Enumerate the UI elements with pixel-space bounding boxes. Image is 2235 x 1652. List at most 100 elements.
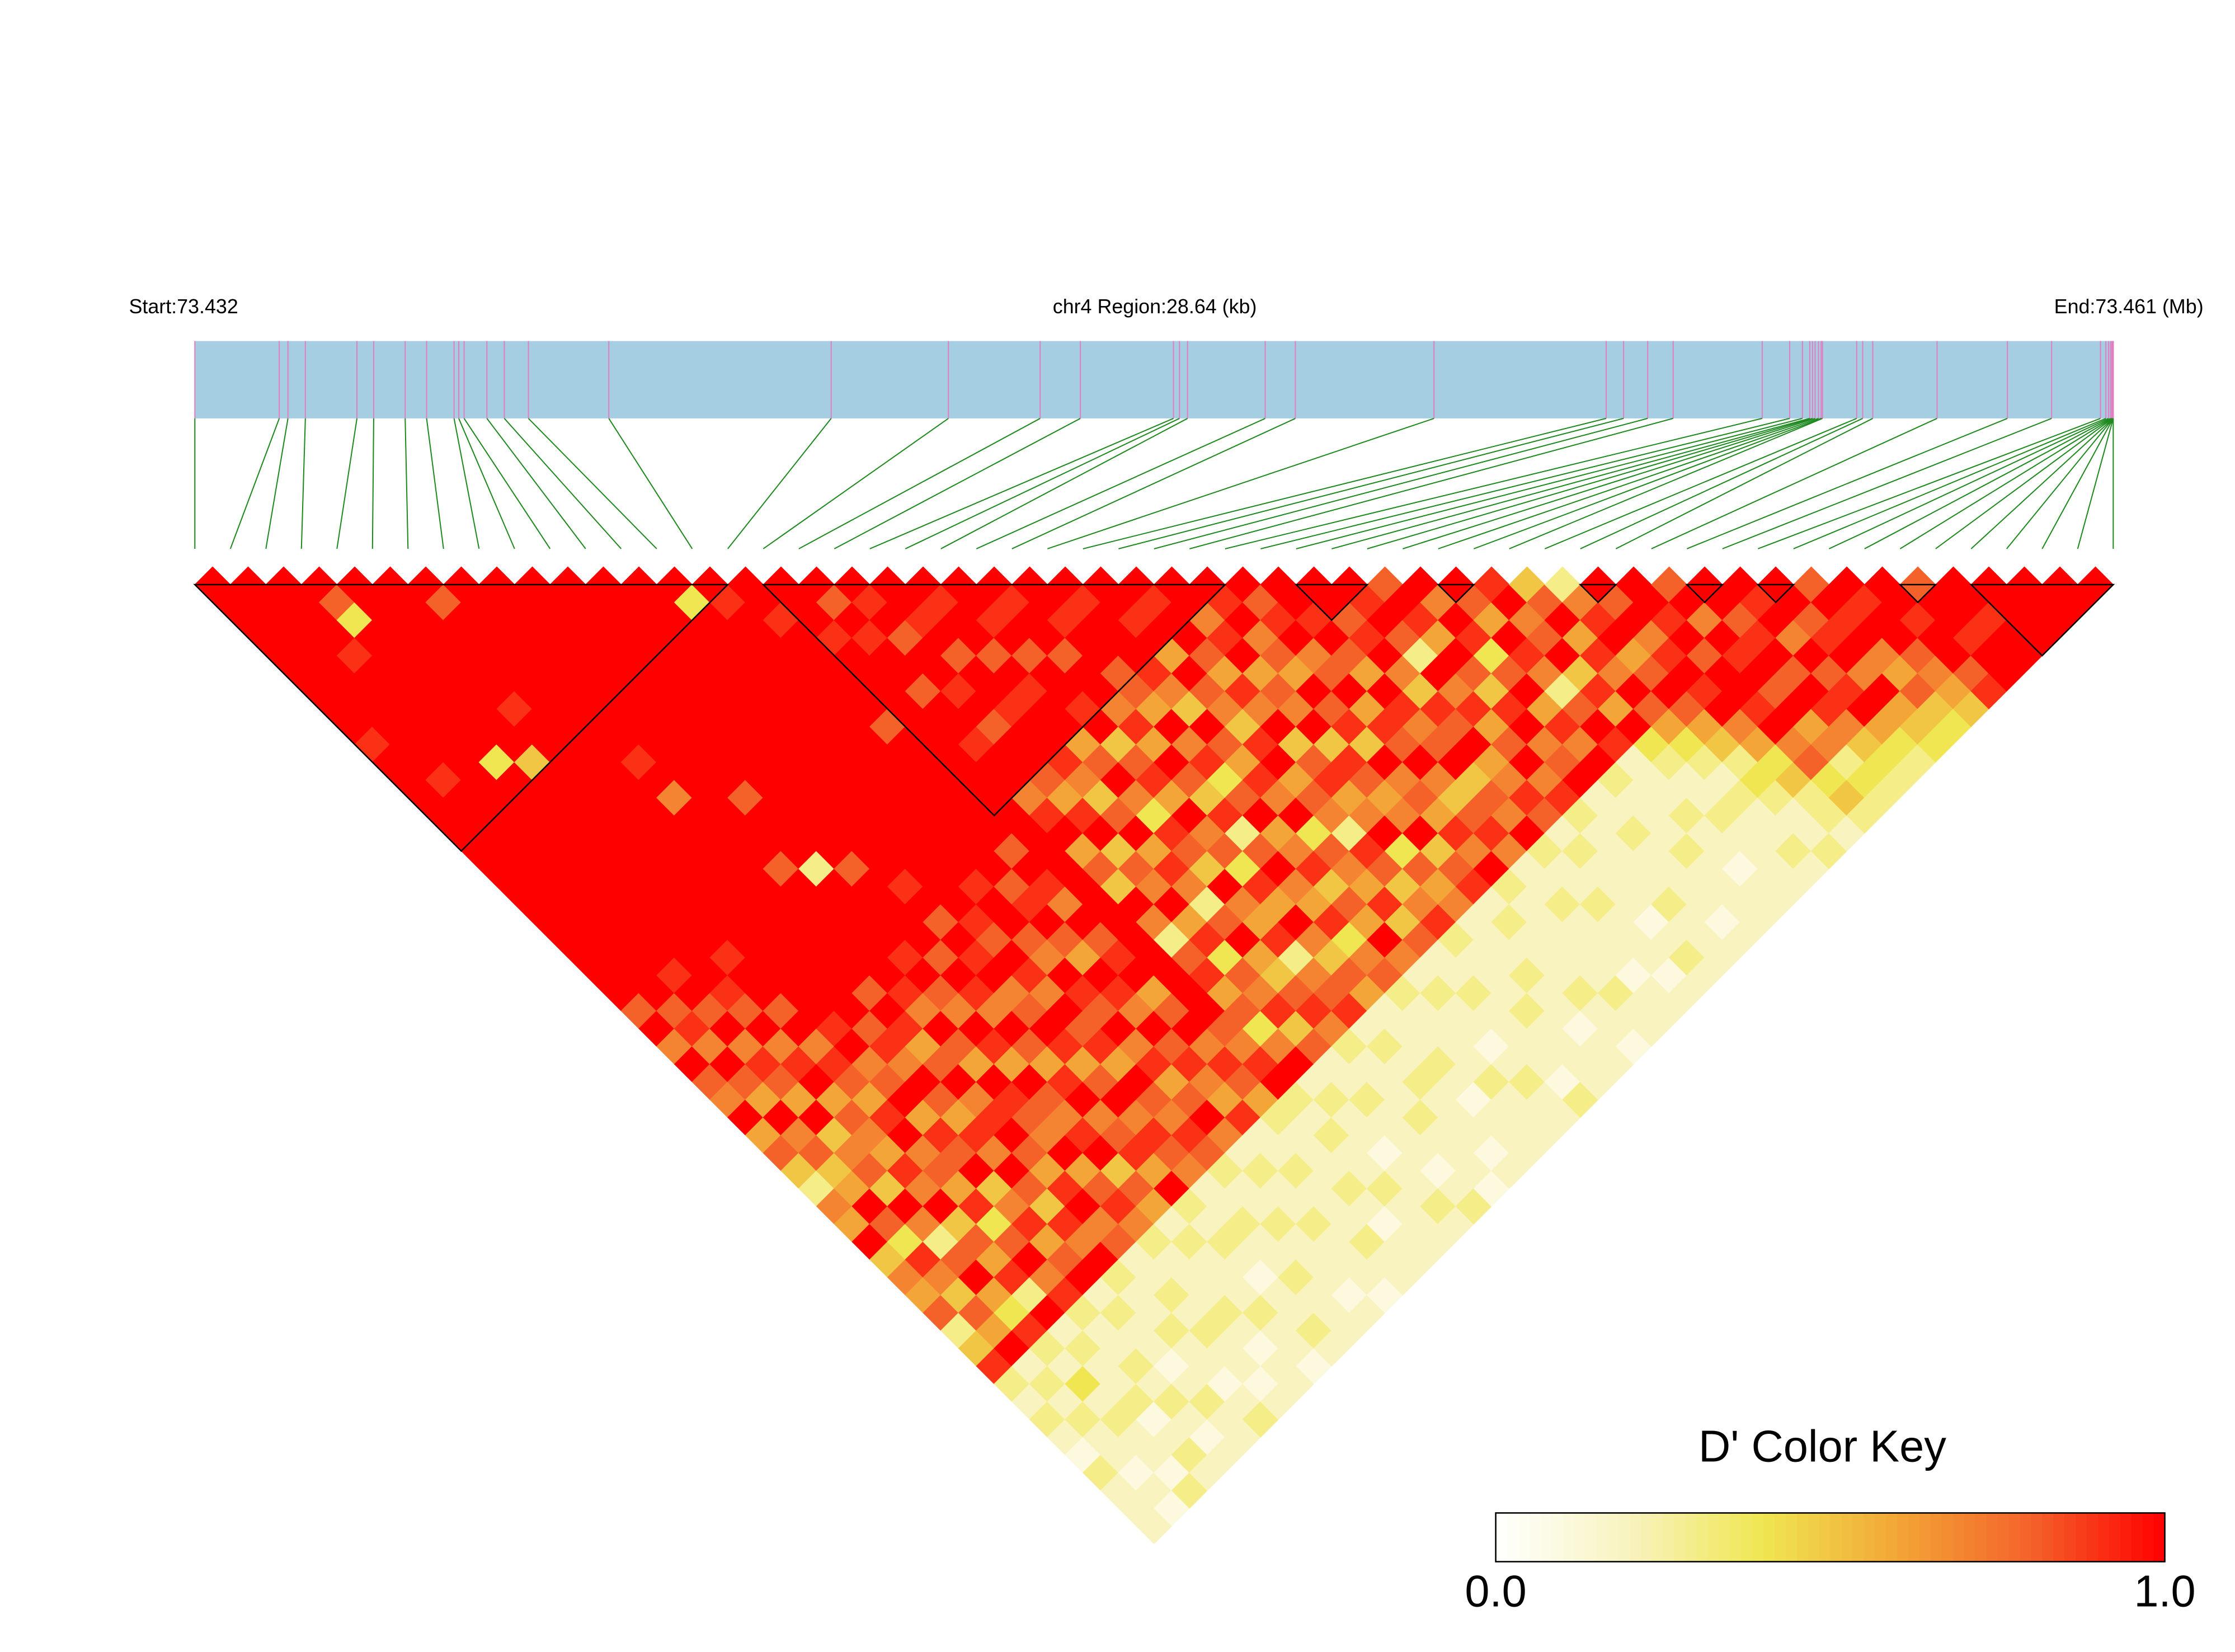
snp-connector <box>1225 417 1763 549</box>
color-key-title: D' Color Key <box>1698 1422 1946 1471</box>
color-key-step <box>1585 1513 1597 1562</box>
snp-connector <box>905 417 1180 549</box>
snp-connector <box>1367 417 1813 549</box>
snp-connector <box>1331 417 1810 549</box>
snp-connector <box>300 418 306 549</box>
snp-connector <box>1651 417 1937 549</box>
color-key-step <box>1685 1513 1697 1562</box>
snp-connector <box>1899 418 2112 549</box>
color-key-step <box>2053 1513 2065 1562</box>
color-key-step <box>1495 1513 1508 1562</box>
region-label: chr4 Region:28.64 (kb) <box>1053 295 1257 318</box>
color-key-step <box>1864 1513 1876 1562</box>
color-key-step <box>2142 1513 2154 1562</box>
snp-connector <box>463 418 551 549</box>
color-key-step <box>1741 1513 1753 1562</box>
color-key-step <box>1952 1513 1965 1562</box>
color-key-step <box>1574 1513 1586 1562</box>
snp-connector <box>229 418 280 549</box>
color-key-step <box>1919 1513 1931 1562</box>
snp-connector <box>1047 417 1434 549</box>
color-key-step <box>2031 1513 2043 1562</box>
color-key-step <box>1719 1513 1731 1562</box>
snp-connector <box>1260 417 1790 549</box>
color-key-step <box>2042 1513 2054 1562</box>
color-key-step <box>2076 1513 2088 1562</box>
snp-connector <box>1544 417 1857 549</box>
haplotype-block <box>1756 583 1795 604</box>
color-key-step <box>2086 1513 2098 1562</box>
snp-connector <box>940 418 1188 549</box>
snp-connector <box>2077 418 2114 549</box>
color-key-step <box>1540 1513 1552 1562</box>
color-key-step <box>1529 1513 1541 1562</box>
end-label: End:73.461 (Mb) <box>2054 295 2204 318</box>
snp-connector <box>1615 418 1873 549</box>
snp-connector <box>1757 417 2101 549</box>
color-key-step <box>1897 1513 1909 1562</box>
snp-connector <box>869 417 1174 549</box>
color-key-step <box>1986 1513 1998 1562</box>
color-key-step <box>1796 1513 1809 1562</box>
color-key-step <box>1518 1513 1530 1562</box>
snp-connector <box>2041 418 2114 549</box>
color-key-frame <box>1495 1512 2166 1562</box>
haplotype-block <box>761 583 1227 817</box>
color-key-step <box>1785 1513 1798 1562</box>
snp-connector <box>798 418 1041 549</box>
color-key-step <box>1674 1513 1686 1562</box>
color-key-step <box>1651 1513 1664 1562</box>
haplotype-block <box>1685 583 1724 604</box>
haplotype-block <box>1294 583 1369 622</box>
color-key-step <box>1551 1513 1564 1562</box>
snp-connector <box>1438 417 1819 549</box>
color-key-step <box>1975 1513 1987 1562</box>
snp-connector <box>528 418 657 549</box>
color-key-step <box>1629 1513 1641 1562</box>
haplotype-block <box>1436 583 1476 604</box>
snp-connector <box>1402 417 1815 549</box>
color-key-step <box>1997 1513 2010 1562</box>
color-key-step <box>2008 1513 2021 1562</box>
snp-connector <box>1686 417 2008 549</box>
color-key-step <box>1707 1513 1720 1562</box>
color-key-step <box>1830 1513 1842 1562</box>
color-key-step <box>1563 1513 1575 1562</box>
snp-connector <box>1828 417 2109 549</box>
color-key-step <box>1507 1513 1519 1562</box>
color-key-step <box>1696 1513 1709 1562</box>
color-key-step <box>2064 1513 2077 1562</box>
color-key-step <box>2109 1513 2121 1562</box>
position-bar <box>195 341 2114 418</box>
snp-connector <box>727 418 832 549</box>
snp-connector <box>1083 417 1607 549</box>
color-key-step <box>1875 1513 1887 1562</box>
color-key-step <box>1752 1513 1764 1562</box>
color-key-step <box>1663 1513 1675 1562</box>
color-key-step <box>2153 1513 2166 1562</box>
color-key-step <box>1774 1513 1786 1562</box>
color-key-step <box>2131 1513 2143 1562</box>
snp-connector <box>1970 418 2114 549</box>
snp-connector <box>1154 417 1648 549</box>
color-key-step <box>1852 1513 1865 1562</box>
snp-connector <box>1473 417 1822 549</box>
haplotype-block <box>1969 583 2115 657</box>
color-key-step <box>1886 1513 1898 1562</box>
snp-connector <box>1935 418 2113 549</box>
color-key-step <box>1819 1513 1831 1562</box>
snp-connector <box>504 418 622 549</box>
color-key-step <box>2120 1513 2132 1562</box>
color-key-step <box>2020 1513 2032 1562</box>
color-key-step <box>1618 1513 1630 1562</box>
color-key-step <box>1596 1513 1608 1562</box>
snp-connector <box>486 418 586 549</box>
snp-connector <box>458 418 515 549</box>
color-key-step <box>1730 1513 1742 1562</box>
snp-connector <box>763 418 949 549</box>
color-key-step <box>2097 1513 2110 1562</box>
snp-connector <box>371 418 374 549</box>
color-key-tick-label: 1.0 <box>2134 1566 2195 1616</box>
